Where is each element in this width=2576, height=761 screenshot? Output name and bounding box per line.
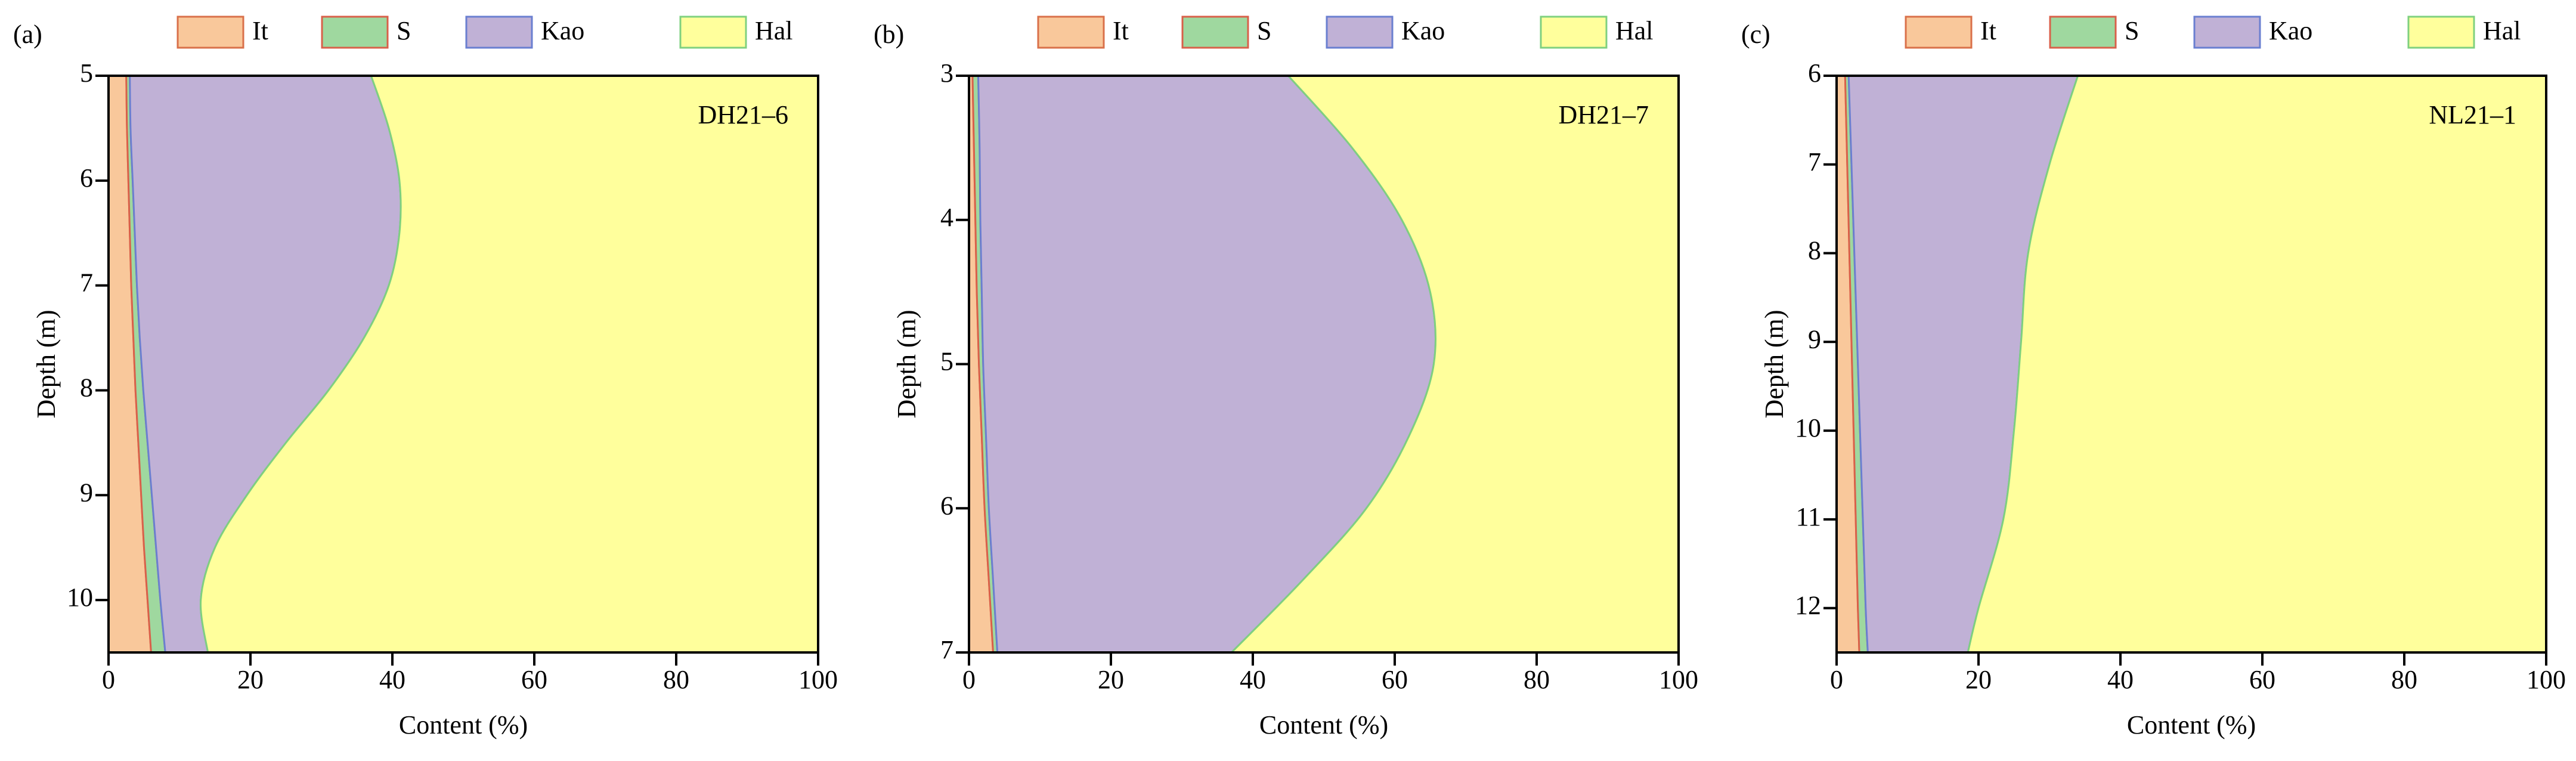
legend-swatch: [177, 16, 244, 49]
x-tick-label: 100: [798, 665, 838, 694]
annotation: DH21–7: [1558, 100, 1649, 129]
x-tick-label: 60: [1382, 665, 1408, 694]
legend-label: It: [252, 16, 268, 45]
y-tick-label: 6: [80, 163, 93, 193]
x-axis-label: Content (%): [1259, 710, 1388, 740]
x-tick-label: 40: [2107, 665, 2134, 694]
y-tick-label: 7: [1808, 147, 1821, 177]
area: [1967, 75, 2547, 654]
x-tick-label: 0: [102, 665, 115, 694]
x-tick-label: 0: [1830, 665, 1843, 694]
legend-swatch: [1905, 16, 1973, 49]
legend-label: Hal: [1615, 16, 1654, 45]
legend-label: S: [397, 16, 411, 45]
legend-label: Hal: [755, 16, 793, 45]
legend-label: It: [1113, 16, 1129, 45]
y-tick-label: 8: [1808, 236, 1821, 265]
legend-swatch: [1326, 16, 1394, 49]
legend-swatch: [1540, 16, 1608, 49]
legend-label: S: [2125, 16, 2139, 45]
y-axis-label: Depth (m): [1760, 310, 1789, 418]
x-axis-label: Content (%): [399, 710, 528, 740]
y-tick-label: 3: [940, 58, 953, 88]
plot-frame: [107, 75, 819, 654]
y-tick-label: 11: [1796, 502, 1821, 531]
legend-label: Hal: [2483, 16, 2521, 45]
legend-swatch: [465, 16, 533, 49]
y-tick-label: 10: [1795, 413, 1821, 443]
x-tick-label: 60: [521, 665, 547, 694]
legend-swatch: [1181, 16, 1249, 49]
x-tick-label: 40: [379, 665, 405, 694]
y-tick-label: 5: [940, 347, 953, 376]
legend-swatch: [2049, 16, 2117, 49]
panel-label: (b): [874, 20, 904, 49]
legend-swatch: [679, 16, 747, 49]
legend-swatch: [321, 16, 389, 49]
y-tick-label: 12: [1795, 591, 1821, 620]
x-tick-label: 80: [1524, 665, 1550, 694]
y-axis-label: Depth (m): [892, 310, 921, 418]
x-tick-label: 20: [1098, 665, 1124, 694]
x-tick-label: 80: [2391, 665, 2417, 694]
panel-label: (c): [1741, 20, 1770, 49]
x-tick-label: 80: [663, 665, 689, 694]
panel: 0 20 40 60 80 100 5 6 7 8 9 10 Content (%) Depth (m) (…: [13, 16, 838, 740]
y-tick-label: 10: [67, 583, 93, 612]
y-tick-label: 4: [940, 203, 953, 232]
plot-frame: [1835, 75, 2547, 654]
legend-label: Kao: [1401, 16, 1445, 45]
x-tick-label: 20: [1965, 665, 1992, 694]
legend-label: Kao: [541, 16, 584, 45]
y-tick-label: 7: [80, 268, 93, 298]
y-tick-label: 9: [80, 478, 93, 507]
annotation: DH21–6: [698, 100, 788, 129]
y-tick-label: 6: [1808, 58, 1821, 88]
legend-label: S: [1257, 16, 1271, 45]
x-tick-label: 100: [2527, 665, 2566, 694]
y-tick-label: 5: [80, 58, 93, 88]
panel: 0 20 40 60 80 100 3 4 5 6 7 Content (%) Depth (m) (b)…: [874, 16, 1698, 740]
x-tick-label: 40: [1240, 665, 1266, 694]
legend-swatch: [1037, 16, 1105, 49]
panel: 0 20 40 60 80 100 6 7 8 9 10 11 12 Content (%) Depth (…: [1741, 16, 2566, 740]
y-tick-label: 8: [80, 373, 93, 403]
y-tick-label: 6: [940, 491, 953, 520]
panel-label: (a): [13, 20, 42, 49]
y-tick-label: 9: [1808, 324, 1821, 354]
legend-label: It: [1980, 16, 1996, 45]
y-tick-label: 7: [940, 635, 953, 664]
x-tick-label: 60: [2249, 665, 2275, 694]
x-tick-label: 20: [237, 665, 264, 694]
y-axis-label: Depth (m): [32, 310, 61, 418]
x-tick-label: 100: [1659, 665, 1698, 694]
x-tick-label: 0: [962, 665, 976, 694]
x-axis-label: Content (%): [2127, 710, 2256, 740]
legend-label: Kao: [2269, 16, 2312, 45]
legend-swatch: [2407, 16, 2475, 49]
legend-swatch: [2193, 16, 2261, 49]
annotation: NL21–1: [2429, 100, 2516, 129]
